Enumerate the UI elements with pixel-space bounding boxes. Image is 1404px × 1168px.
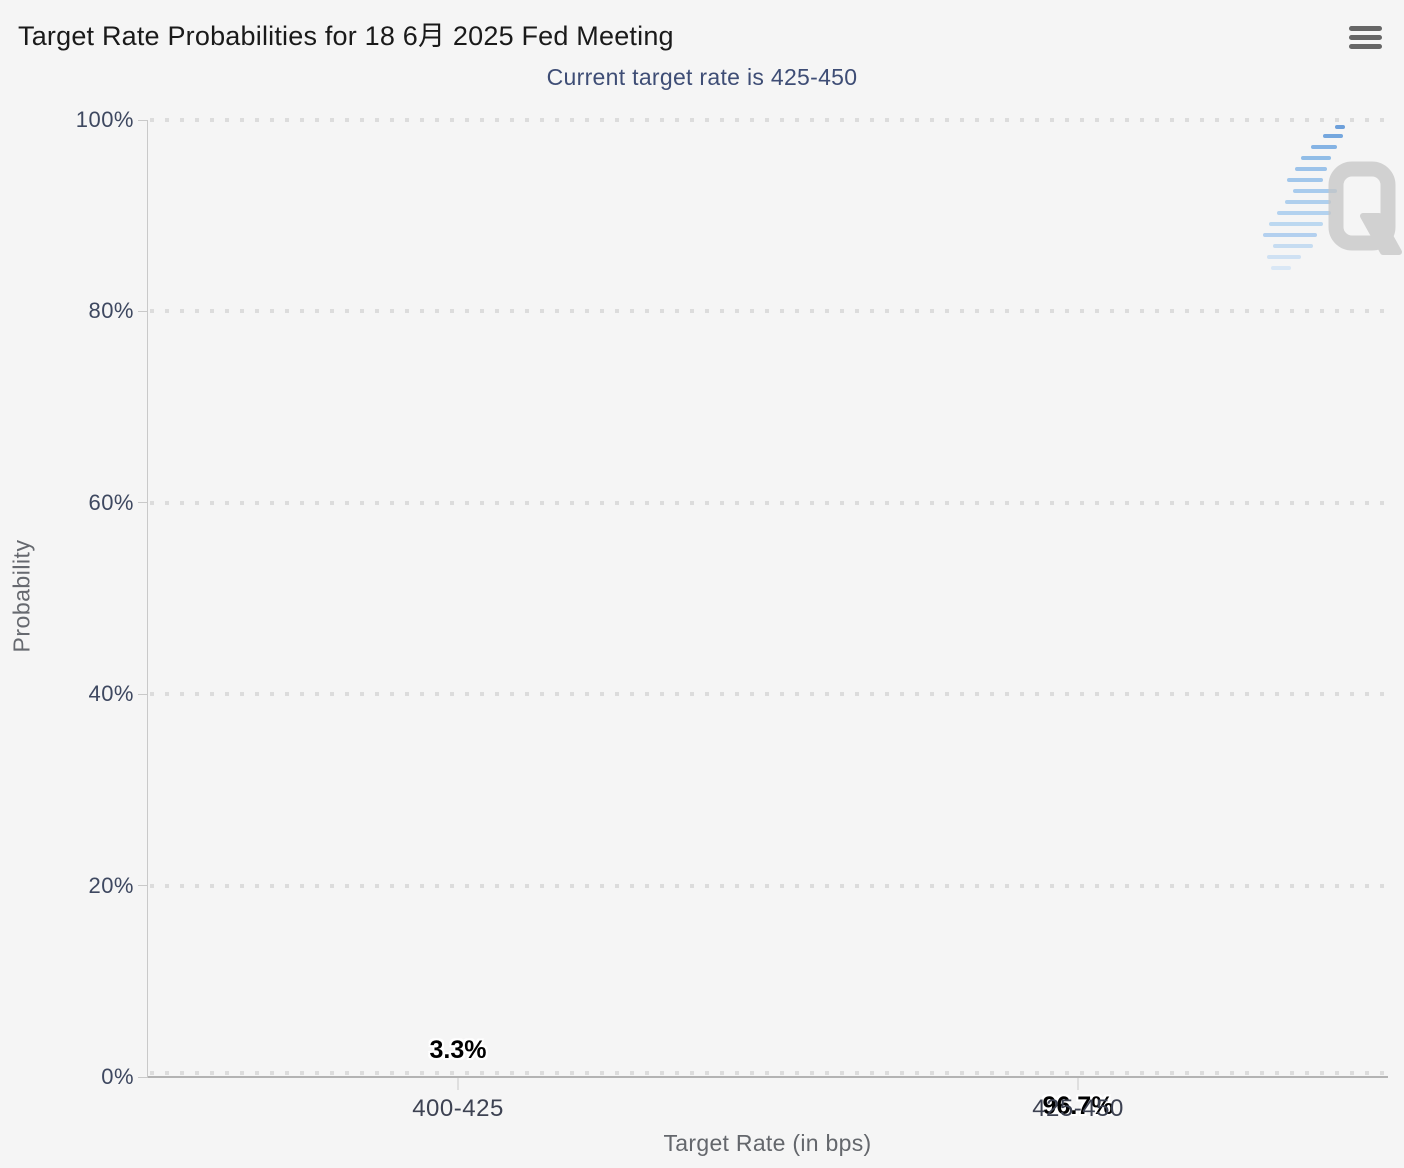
hamburger-menu-icon (1348, 34, 1382, 40)
y-axis-title: Probability (8, 539, 35, 653)
chart-context-menu-button[interactable] (1345, 20, 1385, 54)
y-tick-label: 60% (88, 489, 134, 515)
bar-value-label: 3.3% (429, 1036, 487, 1064)
hamburger-menu-icon (1348, 25, 1382, 31)
y-axis-tick (138, 1076, 148, 1078)
chart-title: Target Rate Probabilities for 18 6月 2025… (18, 21, 674, 51)
plot-area: 3.3% 96.7% 400-425 425-450 0% 20% 40% 60% 80… (76, 107, 1402, 1122)
x-category-label: 400-425 (412, 1095, 504, 1122)
y-gridline (150, 1071, 1388, 1075)
y-gridline (150, 883, 1388, 888)
y-axis-tick (138, 693, 148, 695)
x-tick (1077, 1078, 1079, 1090)
x-axis-title: Target Rate (in bps) (663, 1130, 872, 1156)
y-gridline (150, 692, 1388, 697)
y-tick-label: 40% (88, 681, 134, 707)
y-tick-label: 100% (75, 107, 134, 132)
y-gridline (150, 500, 1388, 505)
x-tick (457, 1078, 459, 1090)
y-gridline (150, 118, 1388, 122)
y-axis-tick (138, 885, 148, 887)
wm-dash (1263, 233, 1317, 237)
y-axis-tick (138, 310, 148, 312)
y-axis-tick (138, 502, 148, 504)
y-tick-label: 20% (88, 872, 134, 898)
y-axis-tick (138, 119, 148, 121)
y-tick-label: 80% (88, 298, 134, 324)
hamburger-menu-icon (1348, 43, 1382, 49)
quikstrike-watermark (1253, 120, 1404, 290)
quikstrike-q-icon (1328, 161, 1402, 255)
y-gridline (150, 309, 1388, 314)
chart-subtitle: Current target rate is 425-450 (546, 64, 858, 90)
y-tick-label: 0% (101, 1064, 134, 1089)
x-category-label: 425-450 (1032, 1095, 1124, 1122)
x-axis-line (148, 1076, 1388, 1078)
bar-value-label: 96.7% (1042, 1092, 1114, 1120)
